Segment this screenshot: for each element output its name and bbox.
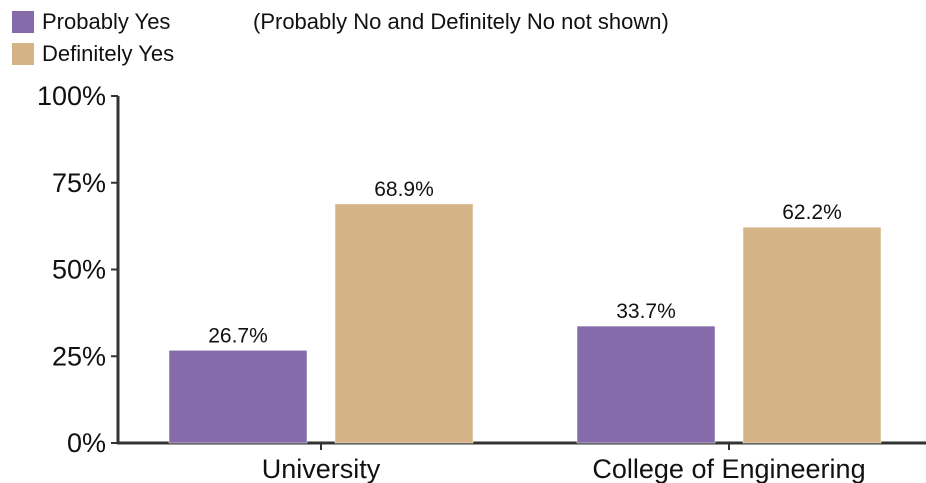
x-category-label: University bbox=[262, 454, 381, 483]
bar-data-label: 68.9% bbox=[374, 178, 434, 201]
y-tick-label: 100% bbox=[37, 81, 106, 111]
bar bbox=[168, 350, 308, 444]
bar bbox=[576, 325, 716, 444]
y-tick-label: 50% bbox=[52, 255, 106, 285]
bar bbox=[334, 203, 474, 444]
legend-label-definitely-yes: Definitely Yes bbox=[42, 41, 175, 66]
chart-note: (Probably No and Definitely No not shown… bbox=[253, 9, 669, 34]
y-tick-label: 25% bbox=[52, 341, 106, 371]
x-category-label: College of Engineering bbox=[592, 454, 865, 483]
bar-data-label: 33.7% bbox=[616, 300, 676, 323]
bar bbox=[742, 226, 882, 444]
legend-label-probably-yes: Probably Yes bbox=[42, 9, 171, 34]
y-tick-label: 0% bbox=[67, 428, 106, 458]
legend-item-definitely-yes: Definitely Yes bbox=[12, 38, 174, 70]
legend-swatch-definitely-yes bbox=[12, 43, 34, 65]
y-tick-label: 75% bbox=[52, 168, 106, 198]
bar-data-label: 62.2% bbox=[782, 201, 842, 224]
bar-data-label: 26.7% bbox=[208, 324, 268, 347]
legend-swatch-probably-yes bbox=[12, 11, 34, 33]
legend-item-probably-yes: Probably Yes bbox=[12, 6, 174, 38]
legend: Probably Yes Definitely Yes bbox=[12, 6, 174, 70]
